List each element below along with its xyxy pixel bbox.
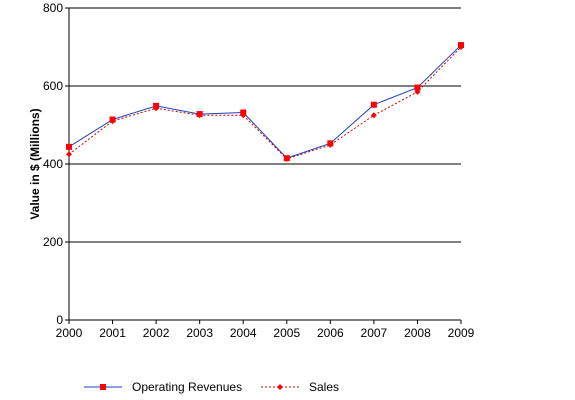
- y-tick-label: 600: [43, 79, 63, 93]
- y-tick-label: 0: [56, 313, 63, 327]
- data-point: [66, 151, 72, 158]
- legend-label: Sales: [309, 380, 339, 394]
- series-1: [66, 44, 464, 162]
- x-tick-label: 2001: [99, 326, 126, 340]
- series-line: [68, 44, 462, 159]
- data-point: [240, 112, 247, 119]
- data-point: [283, 155, 290, 162]
- data-point: [370, 112, 377, 119]
- axes: [68, 8, 461, 321]
- y-tick-label: 400: [43, 157, 63, 171]
- legend-item: Operating Revenues: [84, 380, 242, 394]
- x-tick-label: 2000: [56, 326, 83, 340]
- gridlines: [65, 7, 462, 324]
- x-tick-label: 2006: [317, 326, 344, 340]
- legend-swatch-marker: [277, 384, 283, 390]
- x-tick-label: 2004: [230, 326, 257, 340]
- legend: Operating Revenues Sales: [84, 380, 339, 394]
- data-point: [327, 141, 334, 148]
- y-axis-title: Value in $ (Millions): [28, 108, 42, 219]
- x-tick-label: 2002: [143, 326, 170, 340]
- data-point: [370, 101, 377, 108]
- data-point: [196, 112, 203, 119]
- data-point: [458, 44, 464, 50]
- y-tick-label: 800: [43, 1, 63, 15]
- x-tick-labels: 2000 2001 2002 2003 2004 2005 2006 2007 2008 2009: [56, 326, 475, 340]
- legend-label: Operating Revenues: [132, 380, 242, 394]
- x-tick-label: 2008: [404, 326, 431, 340]
- data-point: [66, 143, 72, 150]
- legend-swatch-marker: [100, 384, 106, 390]
- series: [66, 42, 464, 162]
- legend-item: Sales: [261, 380, 339, 394]
- data-point: [414, 84, 421, 91]
- x-tick-label: 2007: [361, 326, 388, 340]
- data-point: [109, 118, 116, 125]
- data-point: [414, 88, 421, 95]
- x-tick-label: 2003: [186, 326, 213, 340]
- series-line: [68, 46, 462, 160]
- data-point: [153, 105, 160, 112]
- x-tick-label: 2009: [448, 326, 475, 340]
- x-tick-label: 2005: [273, 326, 300, 340]
- series-0: [66, 42, 464, 162]
- y-tick-labels: 0 200 400 600 800: [43, 1, 63, 327]
- y-tick-label: 200: [43, 235, 63, 249]
